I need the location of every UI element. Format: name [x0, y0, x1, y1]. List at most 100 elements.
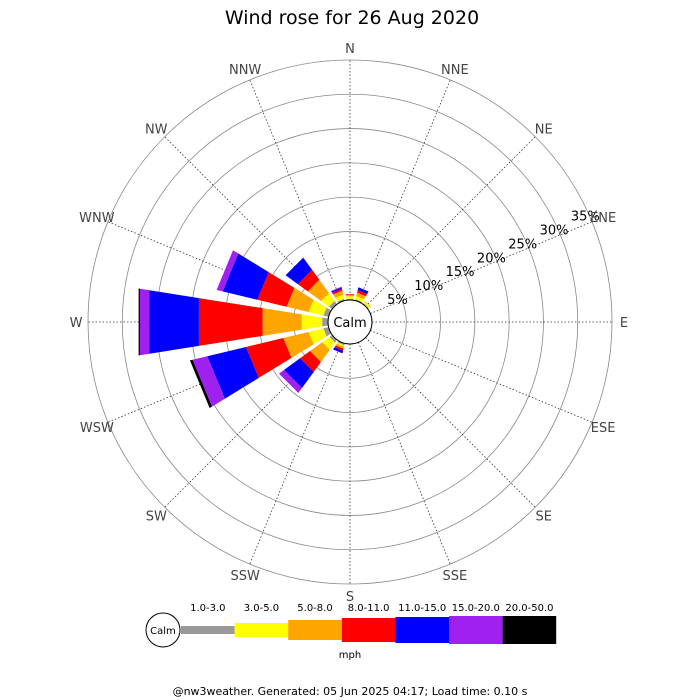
direction-label-wsw: WSW	[80, 421, 114, 436]
legend-label-1: 1.0-3.0	[190, 603, 225, 614]
spoke-se	[365, 337, 536, 508]
bar-nnw-bin-1	[337, 298, 345, 304]
ring-label: 5%	[387, 293, 408, 308]
bar-w-bin-2	[301, 314, 323, 330]
bar-wnw-bin-5	[222, 253, 269, 300]
legend-calm-label: Calm	[150, 626, 176, 637]
bar-nw-bin-5	[285, 257, 313, 285]
ring-label: 15%	[446, 265, 475, 280]
legend-label-2: 3.0-5.0	[244, 603, 279, 614]
direction-label-ne: NE	[535, 122, 553, 137]
bar-sw-bin-2	[322, 336, 336, 350]
bar-w-bin-5	[149, 290, 199, 354]
bar-ssw-bin-1	[337, 340, 345, 346]
legend-units: mph	[339, 650, 361, 661]
bar-nne-bin-4	[357, 289, 368, 297]
bar-ssw-bin-2	[336, 342, 345, 347]
bar-n-bin-3	[345, 294, 355, 297]
bar-nnw-bin-4	[332, 288, 343, 295]
bar-sw-bin-4	[300, 351, 321, 372]
direction-labels: N NNE NE ENE E ESE SE SSE S SSW SW WSW W WNW NW NNW	[70, 42, 629, 605]
grid-ring	[87, 59, 613, 585]
wind-bars	[138, 250, 372, 409]
bar-w-bin-1	[322, 317, 329, 327]
bar-wsw-bin-3	[283, 331, 314, 358]
ring-label: 30%	[540, 223, 569, 238]
bar-nw-bin-1	[328, 300, 338, 310]
spoke-ssw	[249, 342, 342, 565]
ring-labels: 5% 10%15%20%25%30%35%	[387, 209, 600, 308]
bar-ne-bin-2	[363, 301, 371, 309]
bar-wsw-bin-7	[189, 359, 212, 409]
legend-swatch-5	[395, 617, 449, 643]
spoke-nnw	[249, 79, 342, 302]
direction-label-se: SE	[536, 510, 552, 525]
bar-ne-bin-3	[364, 300, 372, 308]
direction-label-n: N	[345, 42, 355, 57]
bar-nnw-bin-2	[335, 294, 345, 302]
legend-swatch-4	[341, 618, 396, 642]
bar-nnw-bin-3	[333, 290, 344, 298]
legend: Calm 1.0-3.0 3.0-5.0 5.0-8.0 8.0-11.0 11.0-15…	[145, 603, 557, 661]
bar-w-bin-6	[139, 288, 150, 356]
direction-label-sw: SW	[146, 510, 167, 525]
chart-title: Wind rose for 26 Aug 2020	[225, 7, 479, 29]
spoke-ne	[365, 136, 536, 307]
bar-wsw-bin-2	[308, 328, 327, 345]
grid-ring	[121, 93, 579, 551]
bar-wnw-bin-3	[286, 287, 314, 313]
bar-w-bin-3	[262, 308, 302, 336]
bar-wsw-bin-4	[245, 338, 292, 378]
bar-wsw-bin-5	[207, 346, 259, 399]
bar-nne-bin-3	[356, 292, 366, 300]
bar-wsw-bin-6	[192, 356, 225, 407]
bar-nnw-bin-6	[330, 286, 342, 292]
bar-n-bin-2	[345, 296, 355, 299]
bar-wnw-bin-6	[216, 250, 239, 292]
direction-label-s: S	[346, 590, 354, 605]
calm-circle	[327, 299, 373, 345]
direction-label-ese: ESE	[591, 421, 616, 436]
bar-sw-bin-6	[278, 370, 302, 394]
spoke-ese	[370, 330, 593, 423]
direction-label-e: E	[620, 316, 628, 331]
bar-w-bin-7	[138, 288, 140, 356]
bar-wnw-bin-2	[308, 299, 327, 316]
bar-w-bin-4	[198, 298, 263, 346]
ring-label: 35%	[571, 209, 600, 224]
direction-label-nne: NNE	[441, 63, 469, 78]
direction-label-ene: ENE	[590, 211, 616, 226]
spoke-sse	[358, 342, 451, 565]
bar-nnw-bin-5	[331, 287, 342, 293]
direction-label-nw: NW	[145, 122, 168, 137]
bar-n-bin-4	[345, 294, 355, 295]
legend-label-7: 20.0-50.0	[505, 603, 553, 614]
direction-label-w: W	[70, 316, 83, 331]
direction-label-wnw: WNW	[79, 211, 115, 226]
bar-nw-bin-3	[307, 279, 330, 302]
calm-label: Calm	[333, 316, 366, 331]
ring-label: 10%	[414, 279, 443, 294]
bar-ssw-bin-3	[335, 343, 345, 349]
legend-label-5: 11.0-15.0	[398, 603, 446, 614]
ring-label: 20%	[477, 251, 506, 266]
legend-label-4: 8.0-11.0	[348, 603, 390, 614]
bar-nne-bin-2	[355, 295, 364, 303]
bar-ne-bin-1	[362, 303, 369, 310]
ring-label: 25%	[508, 237, 537, 252]
bar-nw-bin-2	[321, 293, 335, 307]
legend-calm-circle	[145, 612, 181, 648]
legend-label-3: 5.0-8.0	[297, 603, 332, 614]
bar-sw-bin-3	[310, 342, 330, 362]
bar-sw-bin-5	[283, 358, 314, 389]
spoke-nne	[358, 79, 451, 302]
bar-ssw-bin-5	[333, 347, 344, 354]
legend-swatch-7	[502, 616, 557, 644]
legend-label-6: 15.0-20.0	[452, 603, 500, 614]
legend-swatch-1	[181, 626, 235, 634]
legend-swatch-6	[449, 616, 503, 644]
legend-swatch-2	[234, 623, 289, 637]
bar-ssw-bin-4	[334, 345, 344, 351]
direction-label-sse: SSE	[442, 569, 467, 584]
